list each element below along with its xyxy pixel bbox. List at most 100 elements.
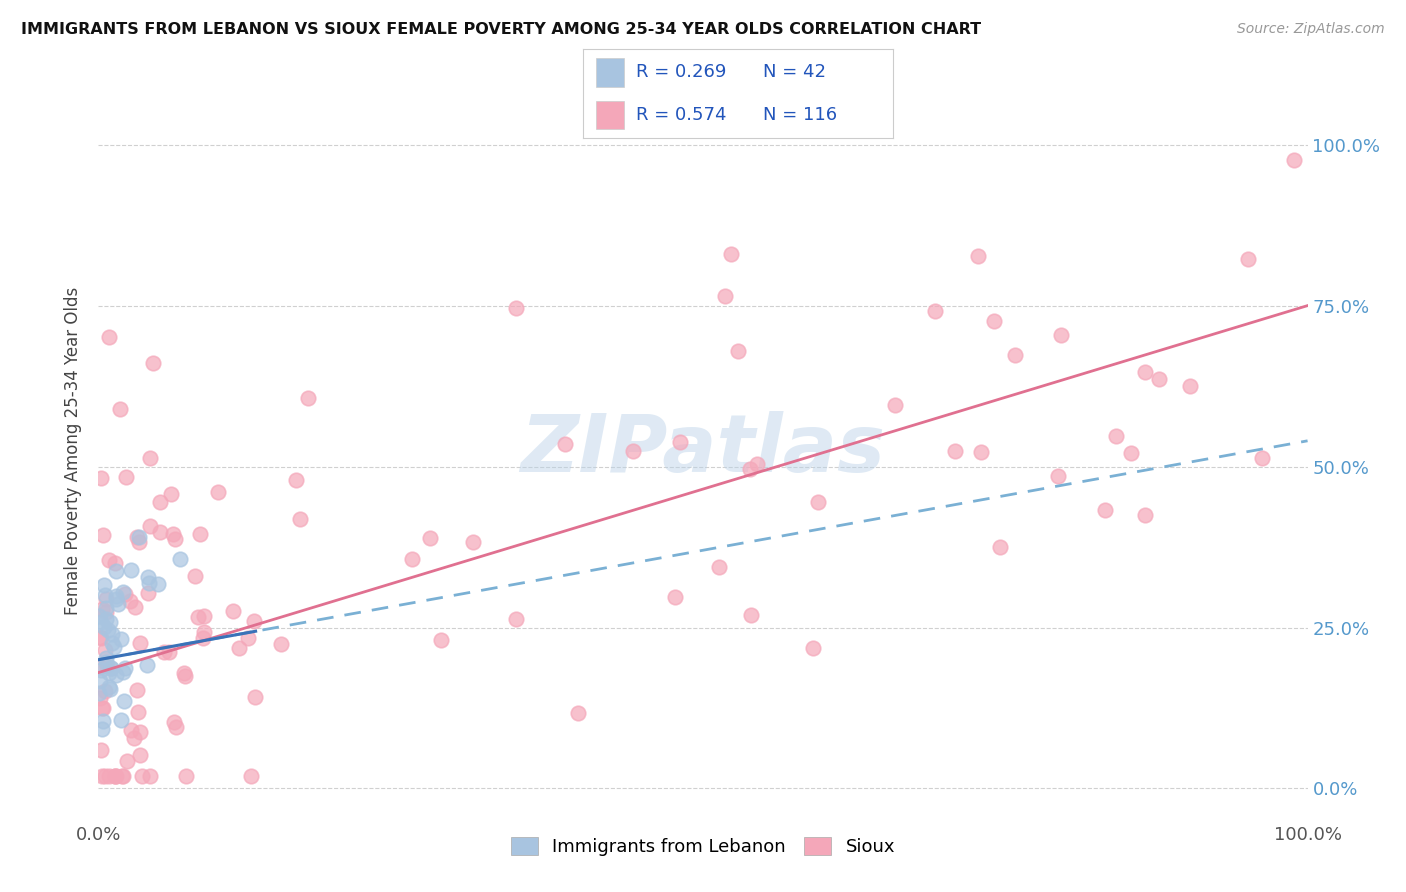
Point (96, 659, 118, 673)
Point (108, 402, 131, 417)
Point (727, 344, 749, 359)
Point (1104, 429, 1126, 443)
Point (1133, 508, 1156, 522)
Point (110, 632, 132, 646)
Point (100, 636, 122, 650)
Point (98, 768, 121, 782)
Point (173, 669, 195, 683)
Point (93, 620, 115, 634)
Point (149, 495, 172, 509)
Point (720, 247, 742, 261)
Point (93, 714, 115, 728)
Point (270, 637, 292, 651)
Point (89, 630, 111, 644)
Point (90, 743, 112, 757)
Point (104, 668, 127, 682)
Point (429, 632, 451, 647)
Point (129, 636, 152, 650)
Point (94, 655, 117, 669)
Point (1047, 469, 1070, 483)
Point (124, 600, 146, 615)
Point (90, 471, 112, 485)
Point (1251, 450, 1274, 465)
Point (114, 661, 136, 675)
Point (221, 604, 243, 618)
Point (707, 560, 730, 574)
Point (87, 609, 110, 624)
Text: R = 0.269: R = 0.269 (636, 63, 727, 81)
Point (1178, 379, 1201, 393)
Point (111, 768, 134, 782)
Point (1094, 502, 1116, 516)
Point (807, 495, 830, 509)
Point (157, 645, 180, 659)
Point (94, 592, 117, 607)
Point (1004, 348, 1026, 362)
Point (740, 462, 762, 476)
Point (419, 531, 441, 545)
Point (104, 592, 127, 607)
Point (94, 643, 117, 657)
Point (149, 524, 172, 539)
Point (193, 608, 215, 623)
Point (104, 556, 127, 570)
Point (505, 301, 527, 315)
Point (1282, 153, 1305, 168)
Point (165, 720, 187, 734)
Point (98, 553, 121, 567)
Point (94, 611, 117, 625)
Point (100, 661, 122, 675)
Point (243, 614, 266, 628)
Text: Source: ZipAtlas.com: Source: ZipAtlas.com (1237, 22, 1385, 37)
Point (153, 645, 176, 659)
Point (97, 680, 120, 694)
Point (228, 640, 250, 655)
Point (988, 540, 1011, 554)
Point (100, 660, 122, 674)
FancyBboxPatch shape (596, 101, 624, 129)
Point (98, 682, 121, 697)
Point (505, 612, 527, 626)
Point (740, 608, 762, 623)
Point (285, 473, 308, 487)
Point (747, 457, 769, 471)
Text: N = 116: N = 116 (763, 106, 837, 124)
Point (1149, 372, 1171, 386)
Point (165, 532, 187, 546)
Point (970, 445, 993, 459)
Point (127, 705, 149, 719)
Point (104, 768, 127, 782)
Point (176, 768, 198, 782)
Point (1135, 365, 1157, 379)
Point (90, 632, 112, 646)
Point (94, 588, 117, 602)
Point (924, 303, 946, 318)
Point (120, 594, 142, 608)
Point (188, 526, 211, 541)
Point (401, 552, 423, 566)
Point (207, 485, 229, 500)
Point (98, 615, 121, 629)
FancyBboxPatch shape (596, 58, 624, 87)
Point (463, 534, 485, 549)
Point (803, 641, 825, 656)
Point (93, 578, 115, 592)
Point (91, 528, 114, 542)
Point (103, 768, 125, 782)
Point (288, 512, 311, 526)
Point (943, 443, 966, 458)
Point (89, 660, 111, 674)
Point (112, 694, 135, 708)
Point (90, 701, 112, 715)
Point (87, 686, 110, 700)
Point (120, 562, 142, 576)
Point (1049, 328, 1071, 343)
Point (967, 249, 990, 263)
Point (664, 591, 686, 605)
Point (122, 731, 145, 746)
Point (142, 356, 165, 370)
Point (554, 437, 576, 451)
Point (111, 768, 134, 782)
Point (160, 487, 183, 501)
Point (127, 683, 149, 698)
